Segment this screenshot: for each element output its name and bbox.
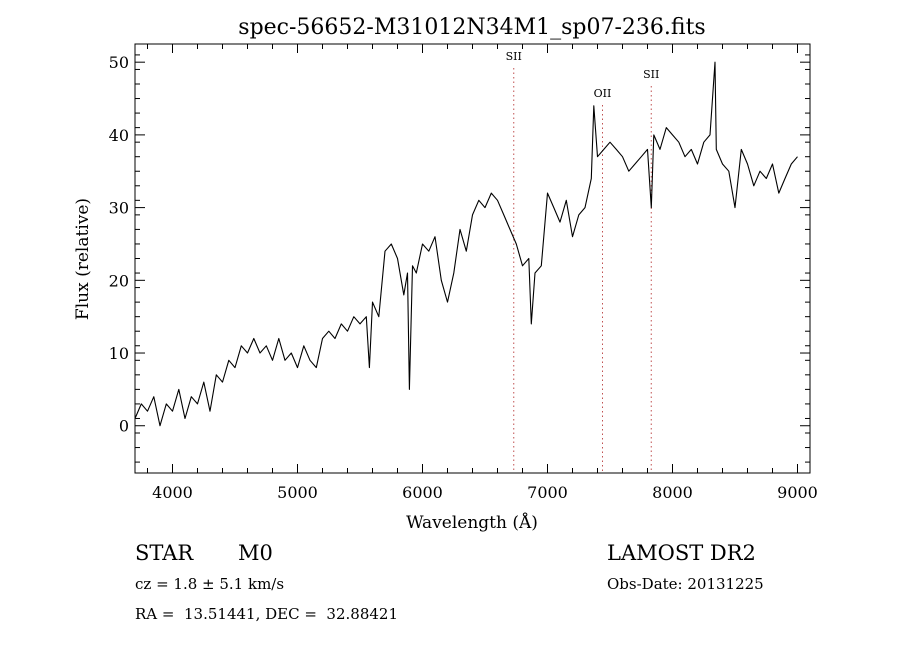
redshift-velocity: cz = 1.8 ± 5.1 km/s [135, 575, 285, 593]
x-axis-label: Wavelength (Å) [406, 512, 538, 533]
observation-date: Obs-Date: 20131225 [607, 575, 764, 593]
line-marker-label: OII [594, 87, 612, 100]
y-tick-label: 50 [109, 53, 129, 72]
line-annotations: SII OII SII [506, 50, 659, 473]
y-tick-label: 40 [109, 126, 129, 145]
x-tick-label: 5000 [277, 483, 318, 502]
object-class: STAR [135, 541, 194, 565]
x-tick-label: 9000 [777, 483, 818, 502]
y-tick-label: 30 [109, 199, 129, 218]
y-axis-label: Flux (relative) [73, 198, 93, 320]
survey-name: LAMOST DR2 [607, 541, 756, 565]
object-subclass: M0 [238, 541, 273, 565]
y-tick-label: 0 [119, 417, 129, 436]
axis-ticks: 4000 5000 6000 7000 8000 9000 0 10 20 30 40 50 [109, 44, 818, 502]
x-tick-label: 6000 [402, 483, 443, 502]
x-tick-label: 7000 [527, 483, 568, 502]
line-marker-label: SII [506, 50, 522, 63]
plot-frame [134, 43, 811, 474]
chart-title: spec-56652-M31012N34M1_sp07-236.fits [238, 15, 705, 40]
y-tick-label: 20 [109, 271, 129, 290]
sky-coordinates: RA = 13.51441, DEC = 32.88421 [135, 605, 399, 623]
spectrum-line [134, 61, 798, 427]
x-tick-label: 8000 [652, 483, 693, 502]
x-tick-label: 4000 [152, 483, 193, 502]
line-marker-label: SII [643, 68, 659, 81]
y-tick-label: 10 [109, 344, 129, 363]
